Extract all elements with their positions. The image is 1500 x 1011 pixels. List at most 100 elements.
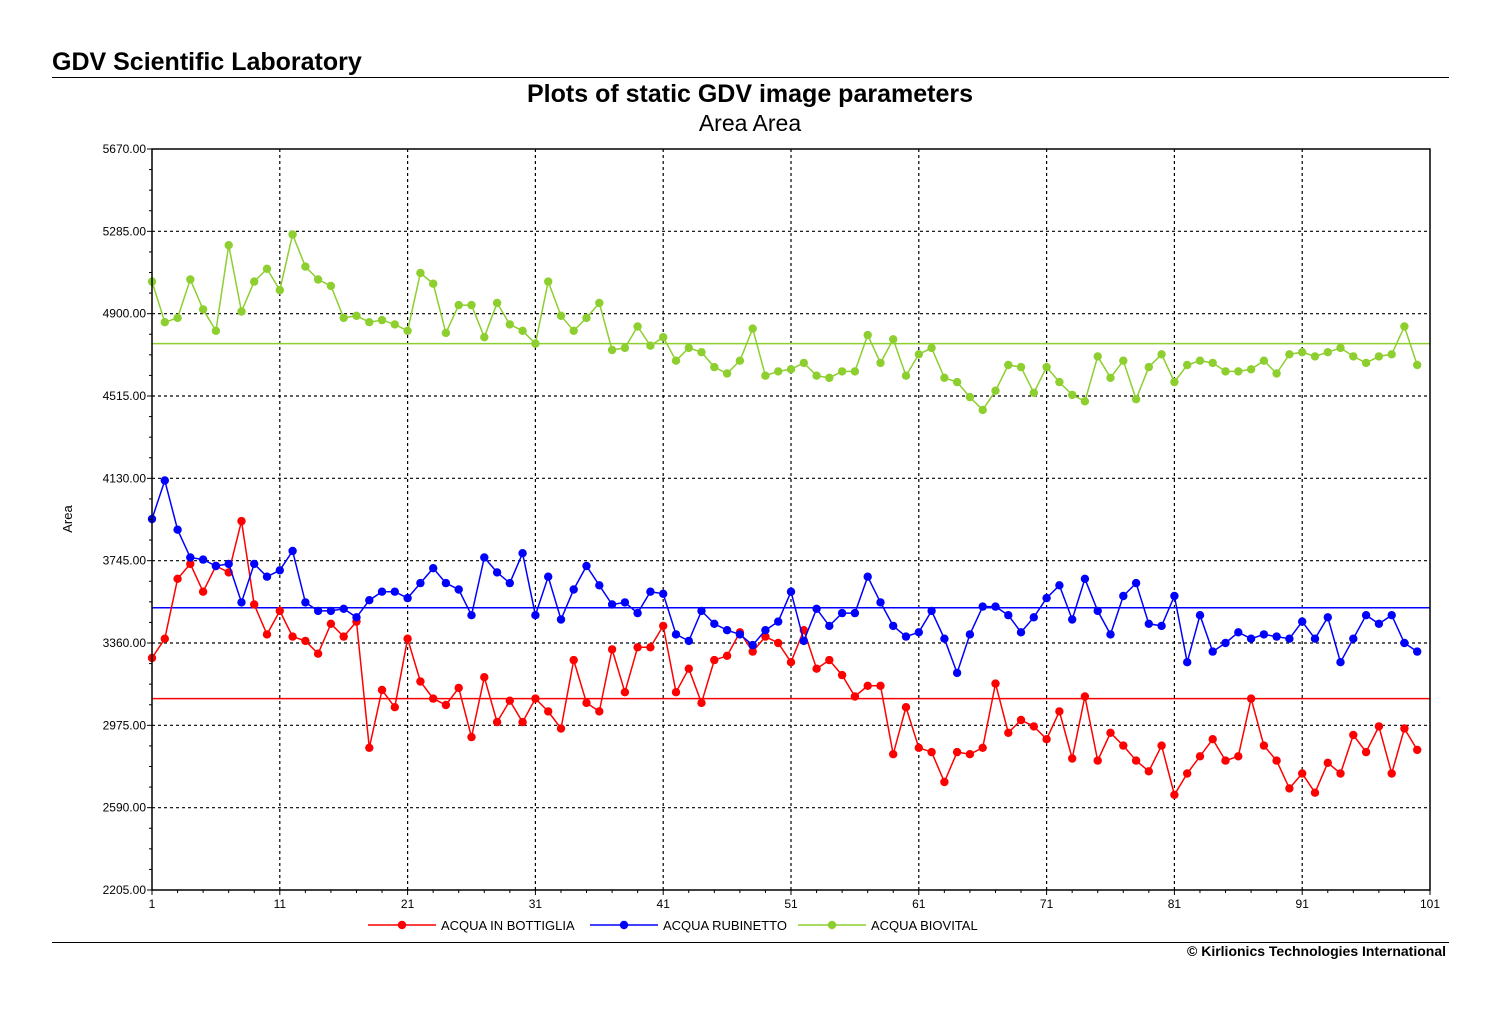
data-point-acqua-biovital <box>1170 377 1179 387</box>
data-point-acqua-rubinetto <box>186 553 195 562</box>
data-point-acqua-biovital <box>697 348 706 357</box>
data-point-acqua-biovital <box>1298 348 1307 357</box>
data-point-acqua-in-bottiglia <box>607 645 617 654</box>
data-point-acqua-biovital <box>467 300 476 310</box>
data-point-acqua-biovital <box>492 298 502 308</box>
data-point-acqua-biovital <box>620 343 630 353</box>
data-point-acqua-biovital <box>850 367 860 376</box>
data-point-acqua-in-bottiglia <box>1170 790 1179 799</box>
data-point-acqua-rubinetto <box>224 559 233 569</box>
y-tick-label: 4515.00 <box>103 389 147 403</box>
data-point-acqua-rubinetto <box>1068 615 1077 624</box>
data-point-acqua-in-bottiglia <box>710 655 719 665</box>
data-point-acqua-biovital <box>1157 350 1166 359</box>
data-point-acqua-biovital <box>365 318 374 327</box>
data-point-acqua-rubinetto <box>786 587 796 596</box>
data-point-acqua-in-bottiglia <box>390 703 399 712</box>
data-point-acqua-in-bottiglia <box>1157 741 1166 750</box>
x-tick-label: 51 <box>784 897 798 911</box>
data-point-acqua-biovital <box>799 358 808 368</box>
data-point-acqua-biovital <box>544 277 553 286</box>
data-point-acqua-rubinetto <box>480 553 489 562</box>
data-point-acqua-in-bottiglia <box>1221 756 1230 765</box>
data-point-acqua-in-bottiglia <box>326 619 336 628</box>
y-tick-label: 3745.00 <box>103 554 147 568</box>
data-point-acqua-in-bottiglia <box>1119 741 1128 750</box>
y-tick-label: 5670.00 <box>103 142 147 156</box>
data-point-acqua-in-bottiglia <box>1310 788 1320 797</box>
footer-rule <box>52 942 1449 943</box>
data-point-acqua-in-bottiglia <box>1016 715 1026 725</box>
data-point-acqua-in-bottiglia <box>927 747 936 757</box>
data-point-acqua-rubinetto <box>863 572 872 581</box>
data-point-acqua-in-bottiglia <box>582 698 591 708</box>
data-point-acqua-in-bottiglia <box>684 664 693 673</box>
data-point-acqua-rubinetto <box>927 606 936 616</box>
data-point-acqua-rubinetto <box>633 608 642 618</box>
data-point-acqua-in-bottiglia <box>812 664 821 673</box>
data-point-acqua-in-bottiglia <box>339 632 348 641</box>
data-point-acqua-in-bottiglia <box>1106 728 1115 737</box>
data-point-acqua-biovital <box>774 367 783 376</box>
chart-title: Plots of static GDV image parameters <box>527 80 973 108</box>
data-point-acqua-in-bottiglia <box>160 634 169 643</box>
data-point-acqua-biovital <box>186 275 195 284</box>
data-point-acqua-in-bottiglia <box>1042 735 1051 744</box>
data-point-acqua-in-bottiglia <box>377 685 387 695</box>
data-point-acqua-in-bottiglia <box>365 743 374 752</box>
y-tick-label: 5285.00 <box>103 224 147 238</box>
chart-subtitle: Area Area <box>698 110 802 136</box>
data-point-acqua-biovital <box>1183 360 1192 370</box>
x-tick-label: 21 <box>401 897 415 911</box>
data-point-acqua-in-bottiglia <box>1080 692 1090 701</box>
data-point-acqua-biovital <box>390 320 399 329</box>
data-point-acqua-biovital <box>313 275 323 284</box>
data-point-acqua-biovital <box>429 279 438 288</box>
data-point-acqua-biovital <box>1119 356 1128 365</box>
data-point-acqua-biovital <box>160 318 169 327</box>
data-point-acqua-in-bottiglia <box>556 724 566 733</box>
data-point-acqua-biovital <box>1106 373 1115 382</box>
data-point-acqua-in-bottiglia <box>876 681 885 690</box>
y-axis-label: Area <box>60 505 75 533</box>
data-point-acqua-biovital <box>659 333 668 342</box>
data-point-acqua-rubinetto <box>1234 628 1243 637</box>
data-point-acqua-biovital <box>556 311 566 320</box>
data-point-acqua-biovital <box>262 264 272 273</box>
data-point-acqua-rubinetto <box>1144 619 1154 628</box>
data-point-acqua-rubinetto <box>352 613 361 622</box>
data-point-acqua-biovital <box>1093 352 1102 361</box>
data-point-acqua-biovital <box>1361 358 1371 368</box>
legend-label: ACQUA IN BOTTIGLIA <box>441 918 575 933</box>
data-point-acqua-in-bottiglia <box>1374 722 1384 731</box>
grid-lines <box>152 149 1430 890</box>
data-point-acqua-rubinetto <box>1119 591 1128 601</box>
data-point-acqua-rubinetto <box>492 568 502 577</box>
legend-label: ACQUA RUBINETTO <box>663 918 787 933</box>
data-point-acqua-in-bottiglia <box>454 683 463 693</box>
data-point-acqua-biovital <box>607 345 617 355</box>
data-point-acqua-biovital <box>531 339 540 348</box>
data-point-acqua-rubinetto <box>1016 628 1026 637</box>
data-point-acqua-rubinetto <box>710 619 719 628</box>
data-point-acqua-biovital <box>1336 343 1345 353</box>
data-point-acqua-rubinetto <box>991 602 1000 611</box>
lab-title: GDV Scientific Laboratory <box>52 48 362 76</box>
data-point-acqua-in-bottiglia <box>1144 767 1154 776</box>
data-point-acqua-rubinetto <box>837 608 847 618</box>
data-point-acqua-rubinetto <box>965 630 975 639</box>
data-point-acqua-biovital <box>914 350 923 359</box>
data-point-acqua-rubinetto <box>173 525 182 534</box>
data-point-acqua-rubinetto <box>1004 611 1013 620</box>
data-point-acqua-rubinetto <box>1246 634 1256 643</box>
data-point-acqua-in-bottiglia <box>863 681 872 690</box>
data-point-acqua-in-bottiglia <box>671 688 681 697</box>
data-point-acqua-in-bottiglia <box>774 638 783 648</box>
data-point-acqua-in-bottiglia <box>901 703 911 712</box>
x-tick-label: 11 <box>274 897 287 911</box>
data-point-acqua-in-bottiglia <box>518 717 527 727</box>
data-point-acqua-in-bottiglia <box>569 655 578 665</box>
data-point-acqua-biovital <box>441 328 451 338</box>
data-point-acqua-rubinetto <box>467 611 476 620</box>
data-point-acqua-in-bottiglia <box>403 634 412 643</box>
